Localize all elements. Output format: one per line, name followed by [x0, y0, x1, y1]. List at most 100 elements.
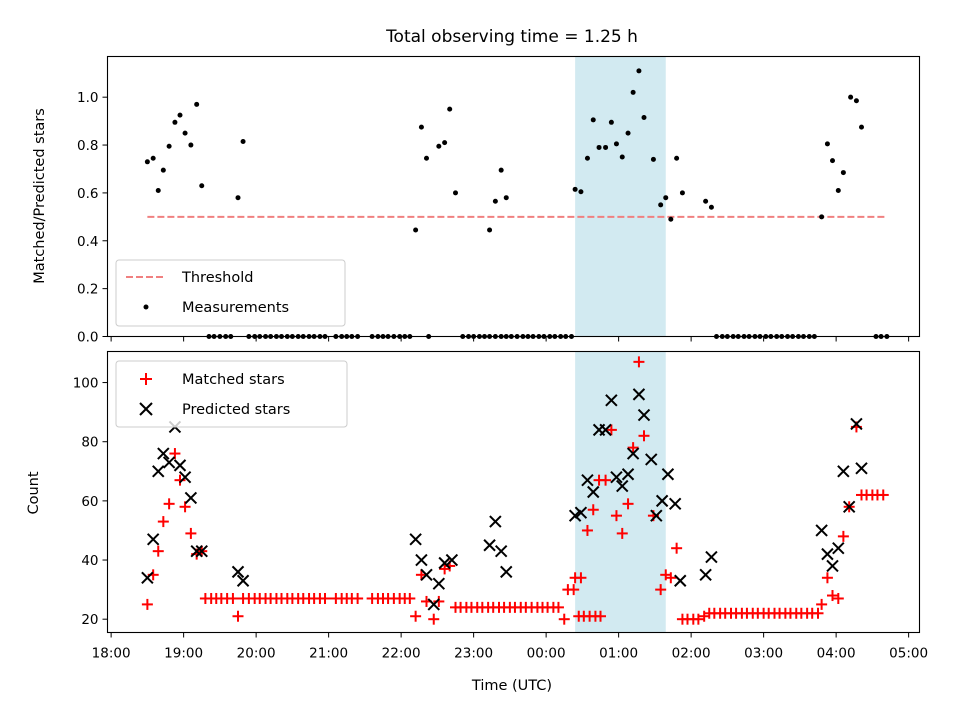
legend-predicted-label: Predicted stars	[182, 402, 290, 418]
measurement-point	[840, 170, 846, 176]
measurement-point	[708, 204, 714, 210]
measurement-point	[848, 94, 854, 100]
legend-measurements-label: Measurements	[182, 300, 289, 316]
matched-star-point	[616, 527, 628, 539]
bottom-legend-box	[115, 360, 348, 428]
matched-star-point	[319, 592, 331, 604]
matched-star-point	[622, 498, 634, 510]
measurement-point	[160, 167, 166, 173]
predicted-star-point	[483, 539, 496, 552]
measurement-point	[859, 124, 864, 130]
matched-star-point	[410, 610, 422, 622]
top-y-tick-label: 0.4	[77, 234, 98, 250]
matched-star-point	[552, 601, 564, 613]
predicted-star-point	[815, 524, 828, 537]
matched-star-point	[428, 613, 440, 625]
predicted-star-point	[420, 568, 433, 582]
predicted-star-point	[605, 394, 618, 407]
legend-threshold-label: Threshold	[181, 270, 253, 286]
predicted-star-point	[650, 509, 663, 522]
predicted-star-point	[574, 506, 588, 519]
measurement-point	[853, 98, 859, 104]
x-tick-label: 23:00	[454, 646, 493, 662]
measurement-point	[835, 188, 841, 194]
predicted-star-point	[610, 471, 623, 484]
bottom-legend: Matched stars Predicted stars	[115, 360, 348, 428]
legend-matched-marker	[140, 373, 152, 385]
predicted-star-point	[494, 544, 508, 558]
x-tick-label: 18:00	[92, 646, 131, 662]
predicted-star-point	[178, 471, 192, 484]
predicted-star-point	[568, 509, 582, 522]
x-tick-label: 19:00	[164, 646, 203, 662]
predicted-star-point	[438, 556, 451, 570]
matched-star-point	[163, 498, 175, 510]
matched-star-point	[692, 613, 704, 625]
predicted-star-point	[855, 462, 868, 475]
bottom-y-tick-label: 100	[73, 376, 99, 392]
top-y-tick-label: 0.8	[77, 138, 98, 154]
measurement-point	[830, 158, 835, 164]
matched-star-point	[832, 592, 844, 604]
measurement-point	[630, 89, 636, 95]
predicted-star-point	[162, 456, 176, 469]
measurement-point	[603, 144, 609, 150]
top-legend-box	[115, 259, 346, 327]
x-tick-label: 20:00	[237, 646, 276, 662]
top-y-tick-label: 1.0	[77, 90, 98, 106]
matched-star-point	[174, 474, 186, 486]
x-tick-label: 02:00	[672, 646, 711, 662]
legend-measurements-marker	[143, 304, 149, 310]
predicted-star-point	[674, 574, 687, 587]
bottom-highlight-span	[575, 351, 666, 633]
matched-star-point	[877, 489, 889, 501]
matched-star-point	[581, 524, 593, 536]
measurement-point	[819, 214, 825, 220]
measurement-point	[613, 141, 619, 147]
matched-star-point	[152, 545, 164, 557]
bottom-panel: 20 40 60 80 100 18:00 19:00 20:00 21:00 22:00 23:…	[26, 350, 928, 694]
measurement-point	[498, 167, 504, 173]
x-axis-label: Time (UTC)	[471, 678, 552, 694]
measurement-point	[668, 216, 674, 222]
measurement-point	[194, 101, 200, 107]
matched-star-point	[671, 542, 683, 554]
bottom-y-tick-label: 40	[81, 553, 98, 569]
legend-matched-label: Matched stars	[182, 372, 285, 388]
measurement-point	[824, 141, 830, 147]
predicted-star-point	[195, 544, 208, 558]
measurement-point	[442, 140, 448, 146]
measurement-point	[619, 154, 625, 160]
measurement-point	[674, 155, 680, 161]
measurement-point	[572, 186, 578, 192]
matched-star-point	[433, 595, 445, 607]
matched-star-point	[232, 610, 244, 622]
predicted-star-point	[832, 541, 845, 555]
matched-star-point	[595, 610, 606, 622]
top-y-tick-label: 0.0	[77, 330, 98, 346]
top-y-tick-label: 0.6	[77, 186, 98, 202]
x-tick-label: 04:00	[817, 646, 856, 662]
measurement-point	[240, 138, 246, 144]
measurement-point	[703, 198, 709, 204]
legend-predicted-marker	[139, 402, 153, 416]
measurement-point	[177, 112, 183, 118]
measurement-point	[155, 188, 161, 194]
bottom-y-tick-label: 80	[81, 435, 98, 451]
measurement-point	[590, 117, 596, 123]
chart-title: Total observing time = 1.25 h	[385, 27, 638, 47]
matched-star-point	[816, 598, 828, 610]
measurement-point	[144, 159, 150, 165]
matched-star-point	[610, 510, 622, 522]
matched-star-point	[837, 530, 849, 542]
measurement-point	[636, 68, 642, 74]
matched-star-point	[821, 572, 833, 584]
matched-star-point	[227, 592, 239, 604]
measurement-point	[503, 195, 509, 201]
measurement-point	[235, 195, 241, 201]
predicted-star-point	[637, 408, 651, 422]
predicted-star-point	[850, 417, 863, 431]
measurement-point	[492, 198, 498, 204]
measurement-point	[418, 124, 424, 130]
matched-star-point	[627, 442, 639, 454]
